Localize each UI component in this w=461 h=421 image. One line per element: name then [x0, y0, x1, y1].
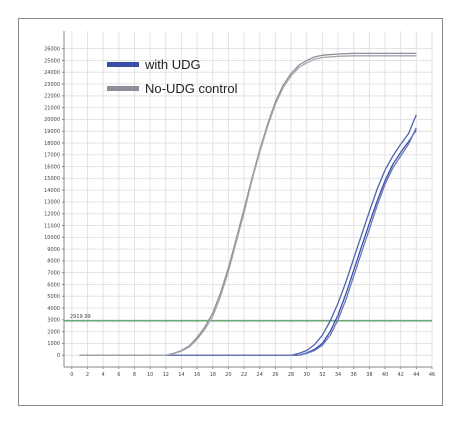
x-tick-label: 10: [147, 372, 153, 378]
legend-swatch: [107, 62, 139, 67]
y-tick-label: 13000: [44, 200, 60, 206]
legend-swatch: [107, 86, 139, 91]
x-tick-label: 12: [163, 372, 169, 378]
y-tick-label: 19000: [44, 129, 60, 135]
x-tick-label: 18: [210, 372, 216, 378]
x-tick-label: 46: [429, 372, 435, 378]
y-tick-label: 2000: [47, 329, 60, 335]
x-tick-label: 6: [117, 372, 120, 378]
x-tick-label: 42: [397, 372, 403, 378]
y-tick-label: 23000: [44, 82, 60, 88]
x-tick-label: 8: [133, 372, 136, 378]
y-tick-label: 22000: [44, 94, 60, 100]
x-tick-label: 4: [102, 372, 105, 378]
legend-label: No-UDG control: [145, 81, 238, 96]
x-tick-label: 22: [241, 372, 247, 378]
x-tick-label: 0: [70, 372, 73, 378]
x-tick-label: 32: [319, 372, 325, 378]
series-line: [79, 129, 417, 356]
x-tick-label: 2: [86, 372, 89, 378]
y-tick-label: 11000: [44, 223, 60, 229]
series-line: [79, 127, 417, 356]
y-tick-label: 4000: [47, 306, 60, 312]
series-line: [79, 52, 417, 356]
x-tick-label: 34: [335, 372, 341, 378]
y-tick-label: 26000: [44, 46, 60, 52]
y-tick-label: 7000: [47, 270, 60, 276]
y-tick-label: 17000: [44, 153, 60, 159]
y-tick-label: 1000: [47, 341, 60, 347]
y-tick-label: 3000: [47, 318, 60, 324]
x-tick-label: 28: [288, 372, 294, 378]
y-tick-label: 12000: [44, 212, 60, 218]
x-tick-label: 36: [351, 372, 357, 378]
y-tick-label: 16000: [44, 164, 60, 170]
y-tick-label: 10000: [44, 235, 60, 241]
series-line: [79, 114, 417, 356]
x-tick-label: 14: [178, 372, 184, 378]
y-tick-label: 24000: [44, 70, 60, 76]
x-tick-label: 38: [366, 372, 372, 378]
amplification-chart: 0100020003000400050006000700080009000100…: [44, 31, 435, 378]
chart-frame: 0 1000 2000 3000 4000 5000 6000 7000 8000 9000 100…: [18, 18, 443, 406]
y-tick-label: 9000: [47, 247, 60, 253]
y-tick-label: 8000: [47, 259, 60, 265]
x-tick-label: 44: [413, 372, 419, 378]
y-tick-label: 0: [57, 353, 60, 359]
y-tick-label: 21000: [44, 105, 60, 111]
y-tick-label: 6000: [47, 282, 60, 288]
threshold-label: 2919.99: [70, 314, 91, 320]
y-tick-label: 15000: [44, 176, 60, 182]
y-tick-label: 18000: [44, 141, 60, 147]
x-tick-label: 20: [225, 372, 231, 378]
y-tick-label: 20000: [44, 117, 60, 123]
y-tick-label: 25000: [44, 58, 60, 64]
x-tick-label: 30: [304, 372, 310, 378]
x-tick-label: 16: [194, 372, 200, 378]
x-tick-label: 26: [272, 372, 278, 378]
y-tick-label: 14000: [44, 188, 60, 194]
legend-label: with UDG: [144, 57, 201, 72]
y-tick-label: 5000: [47, 294, 60, 300]
series-line: [79, 55, 417, 356]
x-tick-label: 24: [257, 372, 263, 378]
x-tick-label: 40: [382, 372, 388, 378]
